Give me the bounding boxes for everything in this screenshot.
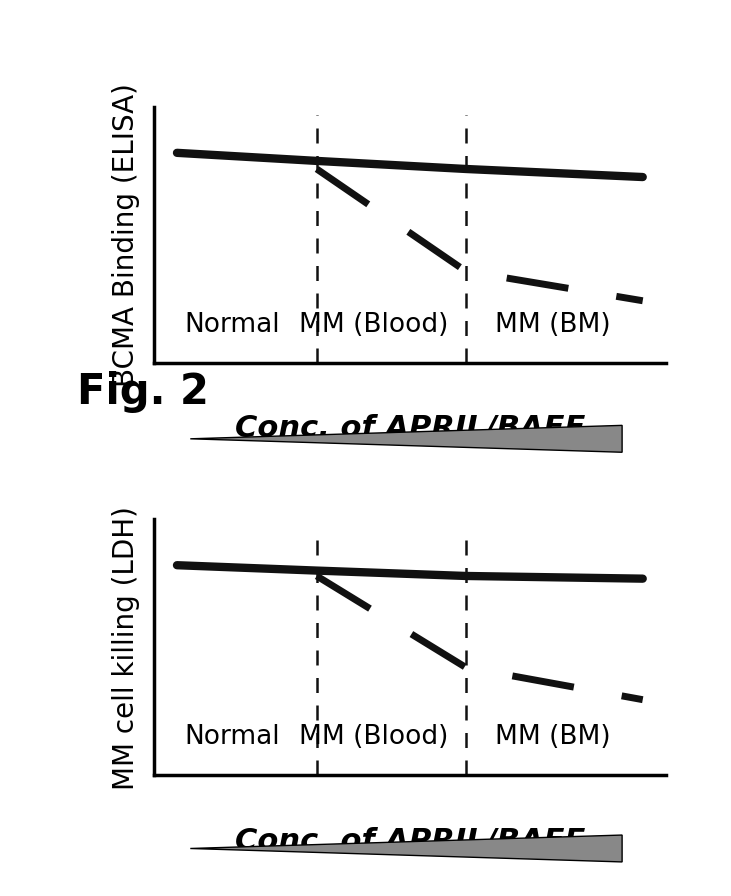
Text: MM (BM): MM (BM) <box>495 311 610 338</box>
Y-axis label: BCMA Binding (ELISA): BCMA Binding (ELISA) <box>112 83 140 387</box>
Text: Conc. of APRIL/BAFF: Conc. of APRIL/BAFF <box>235 414 584 443</box>
Y-axis label: MM cell killing (LDH): MM cell killing (LDH) <box>112 505 140 789</box>
Text: Conc. of APRIL/BAFF: Conc. of APRIL/BAFF <box>235 826 584 855</box>
Text: MM (BM): MM (BM) <box>495 723 610 749</box>
Text: Normal: Normal <box>184 311 280 338</box>
Text: MM (Blood): MM (Blood) <box>299 723 448 749</box>
Text: Normal: Normal <box>184 723 280 749</box>
Text: Fig. 2: Fig. 2 <box>77 370 208 412</box>
Text: MM (Blood): MM (Blood) <box>299 311 448 338</box>
